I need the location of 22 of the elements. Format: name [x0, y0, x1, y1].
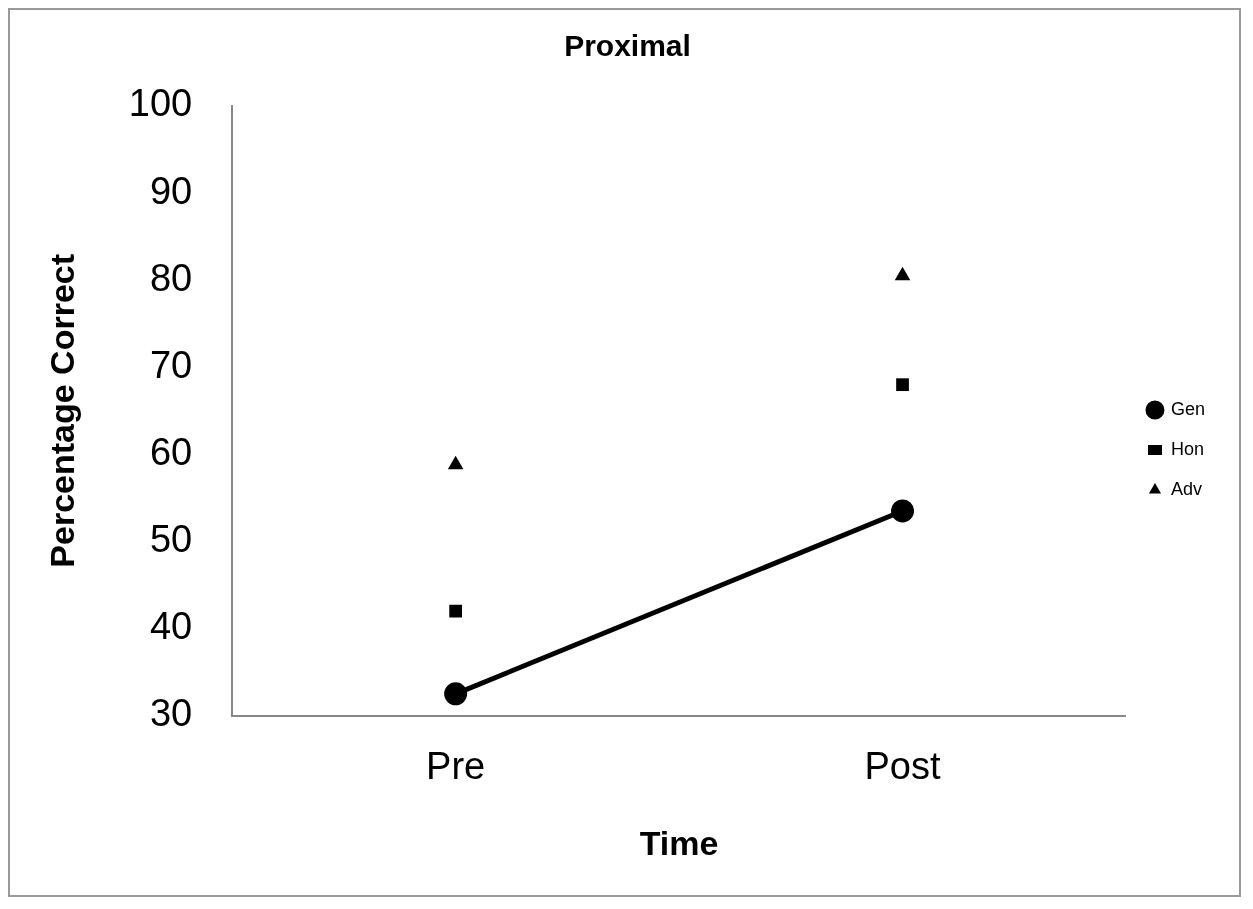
y-tick-label: 30	[149, 692, 193, 735]
legend-label: Hon	[1170, 438, 1205, 459]
chart-title: Proximal	[564, 29, 691, 63]
y-tick-label: 60	[149, 430, 193, 473]
point	[447, 455, 464, 470]
x-tick-label: Post	[864, 744, 941, 787]
y-axis-title: Percentage Correct	[42, 253, 81, 568]
y-tick-label: 50	[149, 517, 193, 560]
y-tick-label: 80	[149, 256, 193, 299]
point	[894, 266, 911, 281]
point	[444, 682, 468, 706]
x-tick-label: Pre	[426, 744, 486, 787]
y-tick-label: 90	[149, 169, 193, 212]
legend-label: Adv	[1170, 478, 1203, 499]
y-tick-label: 100	[128, 82, 193, 125]
x-axis-title: Time	[639, 823, 719, 862]
point	[449, 604, 463, 618]
y-tick-label: 70	[149, 343, 193, 386]
legend-label: Gen	[1170, 398, 1206, 419]
point	[896, 378, 909, 392]
point	[891, 499, 915, 523]
y-tick-label: 40	[149, 605, 193, 647]
